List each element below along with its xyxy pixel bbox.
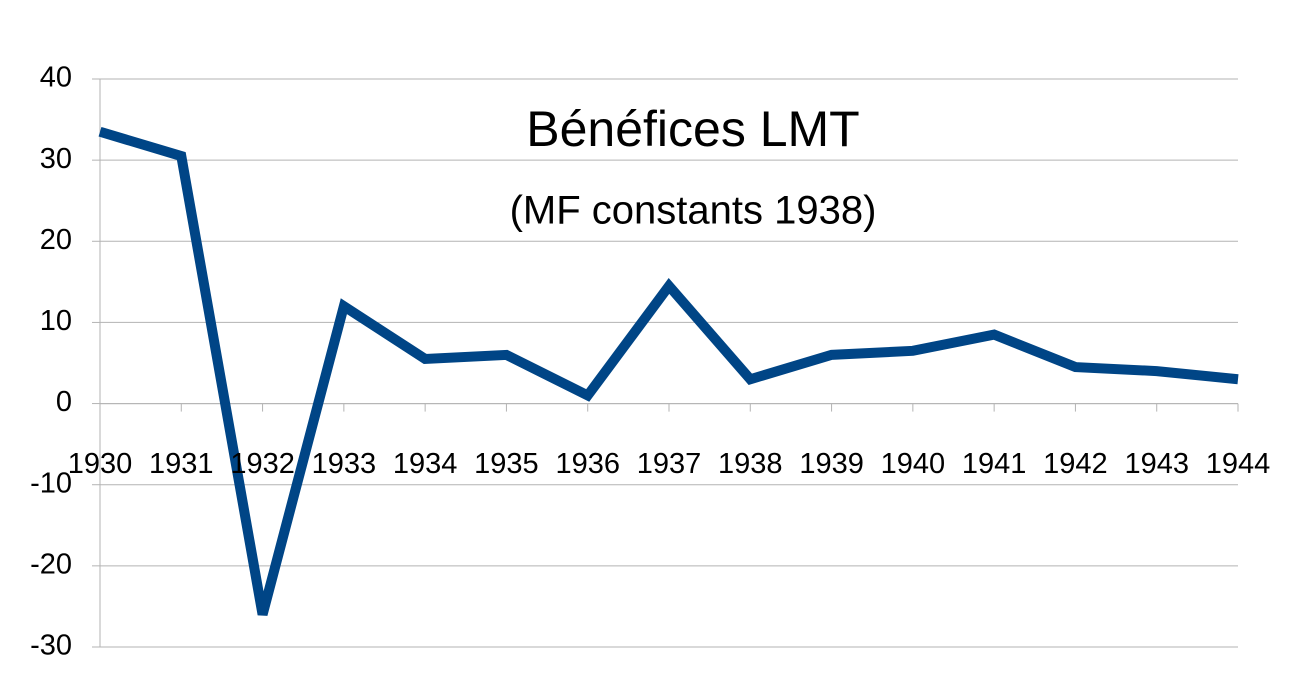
x-tick-label: 1930 bbox=[68, 448, 133, 480]
x-tick-label: 1942 bbox=[1043, 448, 1108, 480]
y-tick-label: -20 bbox=[30, 549, 72, 581]
y-tick-label: 40 bbox=[40, 62, 72, 94]
x-tick-label: 1944 bbox=[1206, 448, 1271, 480]
x-tick-label: 1934 bbox=[393, 448, 458, 480]
x-tick-label: 1940 bbox=[881, 448, 946, 480]
y-tick-label: 10 bbox=[40, 305, 72, 337]
x-tick-label: 1932 bbox=[230, 448, 295, 480]
x-tick-label: 1933 bbox=[312, 448, 377, 480]
x-tick-label: 1935 bbox=[474, 448, 539, 480]
x-tick-label: 1938 bbox=[718, 448, 783, 480]
y-tick-label: -10 bbox=[30, 467, 72, 499]
y-tick-label: -30 bbox=[30, 630, 72, 662]
x-tick-label: 1939 bbox=[799, 448, 864, 480]
y-tick-label: 0 bbox=[56, 386, 72, 418]
x-tick-label: 1941 bbox=[962, 448, 1027, 480]
y-tick-label: 30 bbox=[40, 143, 72, 175]
y-tick-label: 20 bbox=[40, 224, 72, 256]
data-line bbox=[98, 126, 1239, 616]
x-tick-label: 1937 bbox=[637, 448, 702, 480]
x-tick-label: 1943 bbox=[1124, 448, 1189, 480]
x-tick-label: 1936 bbox=[555, 448, 620, 480]
plot: -30 -20 -10 0 10 20 30 40 1930 1931 1932 1933 1934 19… bbox=[30, 62, 1270, 662]
chart-subtitle: (MF constants 1938) bbox=[510, 189, 877, 233]
x-tick-label: 1931 bbox=[149, 448, 214, 480]
chart-title: Bénéfices LMT bbox=[526, 101, 859, 157]
